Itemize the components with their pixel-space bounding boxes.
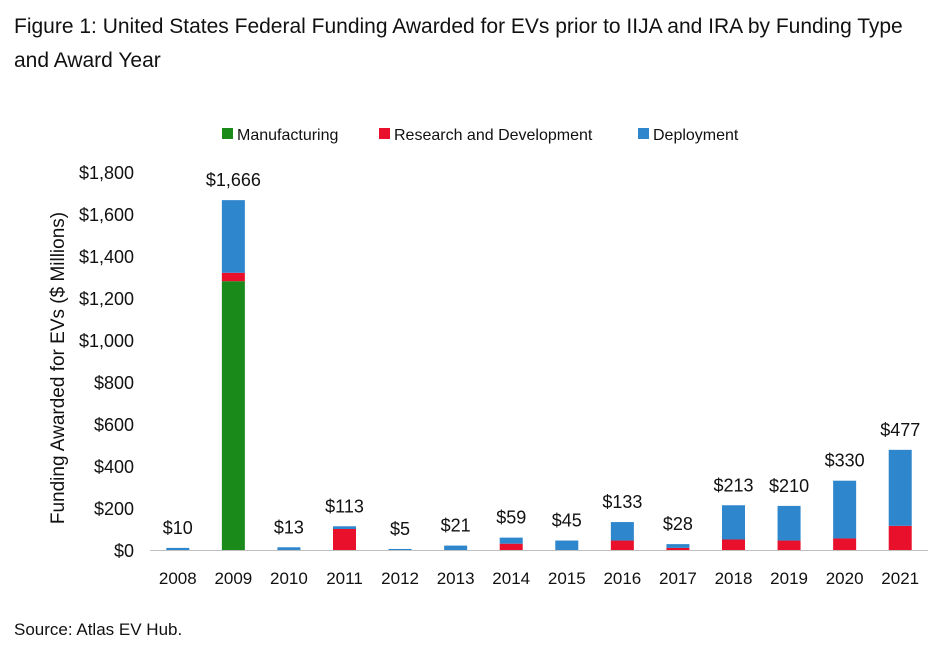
legend-label: Research and Development — [394, 127, 593, 144]
bar-segment-manufacturing-2009 — [221, 281, 245, 550]
bar-segment-deployment-2019 — [777, 505, 801, 541]
bar-segment-research-and-development-2017 — [666, 547, 690, 550]
total-data-label: $113 — [325, 496, 364, 516]
y-tick-label: $400 — [94, 457, 134, 477]
legend-swatch-deployment — [638, 128, 649, 139]
total-data-label: $133 — [602, 492, 642, 512]
y-axis-title: Funding Awarded for EVs ($ Millions) — [48, 212, 69, 524]
y-tick-label: $1,800 — [79, 163, 134, 183]
bar-segment-deployment-2012 — [388, 548, 412, 550]
legend-label: Manufacturing — [237, 127, 338, 144]
total-data-label: $210 — [769, 476, 809, 496]
x-tick-label: 2014 — [492, 569, 530, 588]
x-tick-label: 2013 — [437, 569, 475, 588]
x-axis: 2008 2009 2010 2011 2012 2013 2014 2015 2016 2017… — [150, 550, 928, 588]
x-tick-label: 2015 — [548, 569, 586, 588]
x-tick-label: 2018 — [715, 569, 753, 588]
total-data-label: $13 — [274, 517, 304, 537]
legend-swatch-research-and-development — [379, 128, 390, 139]
y-axis: $0 $200 $400 $600 $800 $1,000 $1,200 $1,400 $1,6… — [79, 163, 134, 561]
bar-segment-deployment-2009 — [221, 200, 245, 273]
bar-segment-research-and-development-2011 — [333, 529, 356, 550]
bar-segment-research-and-development-2016 — [610, 540, 634, 550]
total-data-label: $21 — [441, 516, 471, 536]
bar-segment-deployment-2014 — [499, 537, 523, 544]
total-data-label: $28 — [663, 514, 693, 534]
x-tick-label: 2021 — [881, 569, 919, 588]
y-tick-label: $1,200 — [79, 289, 134, 309]
y-tick-label: $1,000 — [79, 331, 134, 351]
x-tick-label: 2011 — [326, 569, 363, 588]
x-tick-label: 2017 — [659, 569, 697, 588]
figure-title: Figure 1: United States Federal Funding … — [14, 15, 903, 72]
total-labels: $10 $1,666 $13 $113 $5 $21 $59 $45 $133 $28 $213 $2… — [163, 170, 920, 539]
bar-segment-research-and-development-2020 — [833, 538, 857, 550]
total-data-label: $330 — [825, 451, 865, 471]
bar-segment-deployment-2008 — [166, 547, 190, 550]
y-tick-label: $800 — [94, 373, 134, 393]
bar-segment-deployment-2021 — [888, 449, 912, 526]
total-data-label: $59 — [496, 508, 526, 528]
x-tick-label: 2019 — [770, 569, 808, 588]
bar-segment-deployment-2013 — [444, 545, 468, 550]
bar-segment-research-and-development-2021 — [888, 525, 912, 550]
total-data-label: $10 — [163, 518, 193, 538]
source-note: Source: Atlas EV Hub. — [14, 620, 183, 639]
bar-segment-research-and-development-2014 — [499, 543, 523, 550]
bars — [166, 200, 912, 550]
total-data-label: $477 — [880, 420, 920, 440]
total-data-label: $45 — [552, 511, 582, 531]
bar-segment-research-and-development-2018 — [722, 539, 745, 550]
bar-segment-research-and-development-2009 — [221, 272, 245, 282]
legend: Manufacturing Research and Development Dep… — [222, 127, 739, 144]
legend-swatch-manufacturing — [222, 128, 233, 139]
x-tick-label: 2010 — [270, 569, 308, 588]
x-tick-label: 2009 — [214, 569, 252, 588]
y-tick-label: $600 — [94, 415, 134, 435]
legend-label: Deployment — [653, 127, 739, 144]
bar-segment-research-and-development-2019 — [777, 540, 801, 550]
bar-segment-deployment-2016 — [610, 522, 634, 541]
total-data-label: $1,666 — [206, 170, 261, 190]
bar-segment-deployment-2015 — [555, 540, 579, 550]
bar-segment-deployment-2020 — [833, 480, 857, 539]
x-tick-label: 2016 — [603, 569, 641, 588]
bar-segment-deployment-2011 — [333, 526, 356, 529]
y-tick-label: $0 — [114, 541, 134, 561]
bar-segment-deployment-2010 — [277, 547, 301, 550]
x-tick-label: 2012 — [381, 569, 419, 588]
total-data-label: $213 — [713, 475, 753, 495]
bar-segment-deployment-2017 — [666, 544, 690, 548]
bar-segment-deployment-2018 — [722, 505, 745, 540]
total-data-label: $5 — [390, 519, 410, 539]
y-tick-label: $1,400 — [79, 247, 134, 267]
x-tick-label: 2008 — [159, 569, 197, 588]
x-tick-label: 2020 — [826, 569, 864, 588]
y-tick-label: $200 — [94, 499, 134, 519]
y-tick-label: $1,600 — [79, 205, 134, 225]
